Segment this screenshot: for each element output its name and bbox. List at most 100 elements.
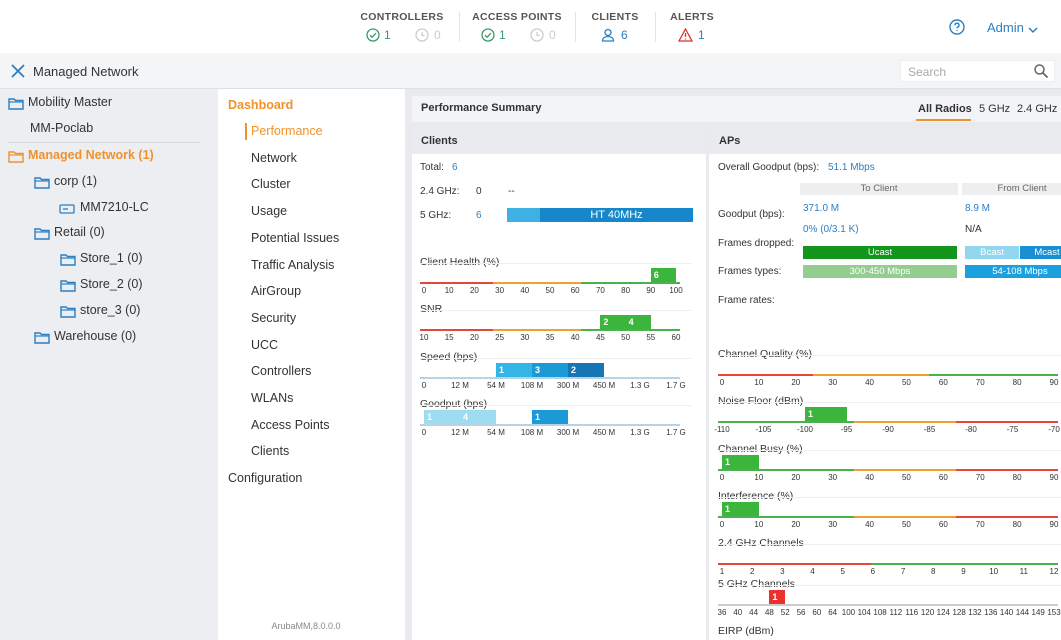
tick-label: 149 <box>1031 608 1045 617</box>
tick-label: 30 <box>828 473 838 482</box>
tick-label: 128 <box>952 608 966 617</box>
folder-icon <box>34 330 50 346</box>
tick-label: 60 <box>812 608 822 617</box>
histogram-title: Channel Busy (%) <box>718 443 803 455</box>
tick-label: 3 <box>780 567 785 576</box>
row-value: 6 <box>452 162 458 173</box>
folder-icon <box>60 252 76 268</box>
toolbar <box>0 53 1061 89</box>
tick-label: 10 <box>754 378 764 387</box>
tree-item[interactable]: MM-Poclab <box>30 121 94 135</box>
nav-item[interactable]: UCC <box>251 337 279 352</box>
histogram-track <box>420 404 692 406</box>
histogram-bar: 1 <box>722 455 759 469</box>
nav-item[interactable]: Controllers <box>251 364 312 379</box>
tick-label: 2 <box>749 567 755 576</box>
stat-count[interactable]: 6 <box>621 28 628 42</box>
frame-bar: 54-108 Mbps <box>965 265 1061 278</box>
frame-bar: Bcast <box>965 246 1019 259</box>
tick-label: 1.3 G <box>630 380 650 390</box>
status-down-icon <box>415 28 431 44</box>
tick-label: 64 <box>828 608 838 617</box>
stat-count[interactable]: 1 <box>698 28 705 42</box>
tick-label: 300 M <box>556 380 580 390</box>
tree-item[interactable]: Warehouse (0) <box>54 329 137 343</box>
tick-label: 10 <box>444 286 454 295</box>
histogram-baseline <box>718 374 1058 376</box>
tree-panel <box>0 89 218 640</box>
tab[interactable]: All Radios <box>918 103 972 115</box>
tick-label: 20 <box>469 333 479 343</box>
tab[interactable]: 2.4 GHz <box>1017 103 1058 115</box>
column-header: From Client <box>962 183 1061 195</box>
tree-item[interactable]: Store_2 (0) <box>80 277 143 291</box>
tick-label: 20 <box>791 473 801 482</box>
user-menu[interactable]: Admin <box>987 20 1024 35</box>
tree-item[interactable]: Store_1 (0) <box>80 251 143 265</box>
tree-item[interactable]: store_3 (0) <box>80 303 141 317</box>
alert-icon <box>677 27 694 44</box>
tick-label: 50 <box>901 520 911 529</box>
histogram-title: 5 GHz Channels <box>718 578 796 590</box>
histogram-track <box>420 357 692 359</box>
stat-up[interactable]: 1 <box>384 28 391 42</box>
tick-label: 80 <box>1012 520 1022 529</box>
stat-down[interactable]: 0 <box>549 28 556 42</box>
user-menu-caret[interactable] <box>1027 22 1043 38</box>
nav-section[interactable]: Dashboard <box>228 98 294 112</box>
nav-item[interactable]: Performance <box>251 124 323 138</box>
histogram-baseline <box>718 604 1058 606</box>
nav-item[interactable]: Cluster <box>251 177 291 192</box>
nav-item[interactable]: Access Points <box>251 417 330 432</box>
tick-label: 70 <box>975 520 985 529</box>
histogram-title: Interference (%) <box>718 490 794 502</box>
tick-label: 30 <box>520 333 530 343</box>
top-bar <box>0 0 1061 53</box>
tree-item[interactable]: Retail (0) <box>54 225 105 239</box>
nav-item[interactable]: Network <box>251 150 297 165</box>
tick-label: 1 <box>719 567 725 576</box>
histogram-baseline <box>420 423 680 426</box>
folder-icon <box>60 278 76 294</box>
tick-label: 70 <box>595 286 605 295</box>
nav-item[interactable]: Usage <box>251 204 288 219</box>
nav-item[interactable]: Traffic Analysis <box>251 257 335 272</box>
tick-label: 20 <box>469 286 479 295</box>
tick-label: 52 <box>780 608 790 617</box>
stat-down[interactable]: 0 <box>434 28 441 42</box>
tab[interactable]: 5 GHz <box>979 103 1011 115</box>
tick-label: 10 <box>754 473 764 482</box>
nav-item[interactable]: WLANs <box>251 391 294 405</box>
separator <box>575 12 576 42</box>
tree-item[interactable]: MM7210-LC <box>80 200 149 214</box>
tree-item[interactable]: Mobility Master <box>28 95 113 109</box>
tick-label: 90 <box>1049 520 1059 529</box>
tick-label: 124 <box>936 608 950 617</box>
histogram-track <box>718 544 1061 545</box>
nav-item[interactable]: Potential Issues <box>251 230 340 245</box>
nav-item[interactable]: AirGroup <box>251 284 302 299</box>
nav-item[interactable]: Configuration <box>228 471 303 485</box>
help-icon[interactable] <box>949 19 965 35</box>
separator <box>655 12 656 42</box>
tick-label: 108 M <box>520 427 544 437</box>
tick-label: 30 <box>828 378 838 387</box>
clients-panel-header <box>412 128 706 154</box>
tree-item[interactable]: Managed Network (1) <box>28 148 154 162</box>
search-box[interactable]: Search <box>900 60 1055 82</box>
close-icon[interactable] <box>10 63 26 79</box>
tick-label: 12 M <box>451 380 469 390</box>
nav-item[interactable]: Security <box>251 310 297 325</box>
stat-up[interactable]: 1 <box>499 28 506 42</box>
tick-label: 70 <box>975 378 985 387</box>
nav-item[interactable]: Clients <box>251 444 290 459</box>
histogram-baseline <box>420 282 680 284</box>
tick-label: -80 <box>965 425 977 434</box>
aps-panel <box>709 128 1061 640</box>
tick-label: 1.7 G <box>666 427 686 437</box>
tick-label: 30 <box>495 286 505 295</box>
tick-label: 5 <box>840 567 845 576</box>
row-label: Total: <box>420 162 444 173</box>
tick-label: 80 <box>1012 378 1022 387</box>
tree-item[interactable]: corp (1) <box>54 174 98 188</box>
